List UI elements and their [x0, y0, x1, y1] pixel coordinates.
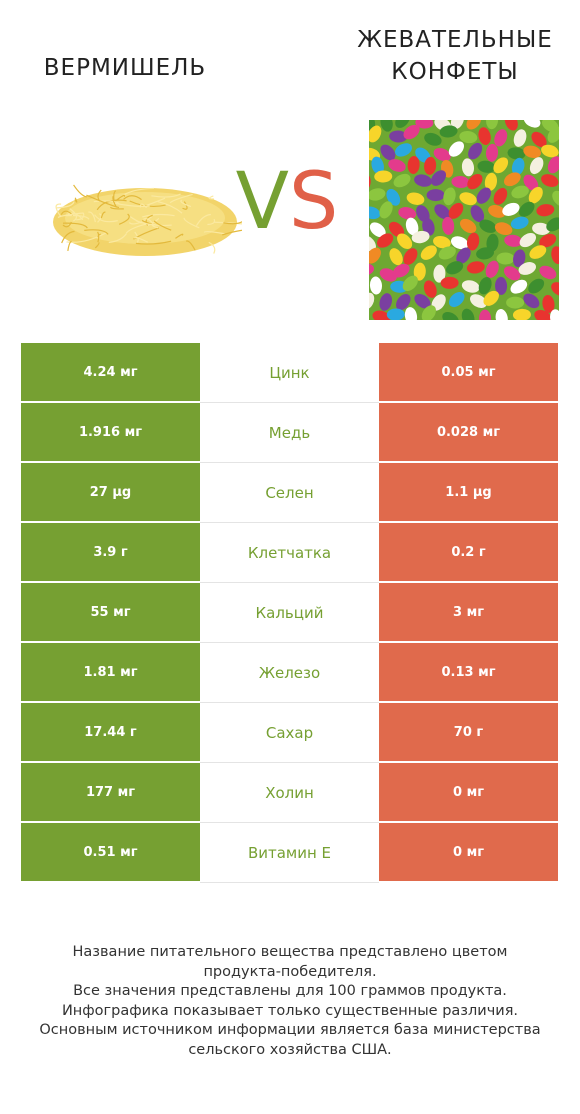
right-value: 0.05 мг [379, 343, 558, 403]
left-value: 1.916 мг [21, 403, 200, 463]
table-row: 0.51 мг Витамин E 0 мг [21, 823, 558, 883]
footer-line: Основным источником информации является … [39, 1022, 541, 1038]
nutrient-name: Витамин E [200, 823, 379, 883]
right-value: 0 мг [379, 763, 558, 823]
table-row: 1.916 мг Медь 0.028 мг [21, 403, 558, 463]
left-value: 1.81 мг [21, 643, 200, 703]
nutrient-name: Железо [200, 643, 379, 703]
footer-line: Инфографика показывает только существенн… [61, 1002, 519, 1019]
table-row: 3.9 г Клетчатка 0.2 г [21, 523, 558, 583]
footer-line: Все значения представлены для 100 граммо… [73, 983, 507, 999]
nutrient-name: Сахар [200, 703, 379, 763]
left-value: 27 µg [21, 463, 200, 523]
footer-notes: Название питательного вещества представл… [20, 943, 560, 1060]
footer-line: Название питательного вещества представл… [72, 944, 508, 960]
nutrient-name: Холин [200, 763, 379, 823]
right-value: 0.13 мг [379, 643, 558, 703]
vs-label: VS [222, 163, 352, 241]
vs-v: V [235, 157, 289, 247]
table-row: 4.24 мг Цинк 0.05 мг [21, 343, 558, 403]
table-row: 17.44 г Сахар 70 г [21, 703, 558, 763]
left-value: 17.44 г [21, 703, 200, 763]
right-value: 0 мг [379, 823, 558, 883]
right-value: 0.2 г [379, 523, 558, 583]
right-product-title: ЖЕВАТЕЛЬНЫЕ КОНФЕТЫ [330, 24, 580, 88]
left-value: 0.51 мг [21, 823, 200, 883]
footer-line: сельского хозяйства США. [188, 1041, 392, 1058]
table-row: 55 мг Кальций 3 мг [21, 583, 558, 643]
nutrient-name: Клетчатка [200, 523, 379, 583]
nutrient-name: Цинк [200, 343, 379, 403]
right-value: 70 г [379, 703, 558, 763]
comparison-table: 4.24 мг Цинк 0.05 мг 1.916 мг Медь 0.028… [21, 343, 558, 883]
left-value: 4.24 мг [21, 343, 200, 403]
left-value: 55 мг [21, 583, 200, 643]
nutrient-name: Медь [200, 403, 379, 463]
left-product-title: ВЕРМИШЕЛЬ [43, 55, 207, 81]
right-value: 0.028 мг [379, 403, 558, 463]
table-row: 27 µg Селен 1.1 µg [21, 463, 558, 523]
jelly-beans-image [369, 120, 559, 320]
right-title-line1: ЖЕВАТЕЛЬНЫЕ [357, 27, 553, 53]
vermicelli-image [53, 184, 242, 256]
left-value: 177 мг [21, 763, 200, 823]
left-value: 3.9 г [21, 523, 200, 583]
footer-line: продукта-победителя. [203, 963, 377, 980]
vs-s: S [288, 157, 339, 247]
right-value: 1.1 µg [379, 463, 558, 523]
table-row: 177 мг Холин 0 мг [21, 763, 558, 823]
nutrient-name: Селен [200, 463, 379, 523]
nutrient-name: Кальций [200, 583, 379, 643]
right-value: 3 мг [379, 583, 558, 643]
table-row: 1.81 мг Железо 0.13 мг [21, 643, 558, 703]
right-title-line2: КОНФЕТЫ [391, 59, 519, 85]
